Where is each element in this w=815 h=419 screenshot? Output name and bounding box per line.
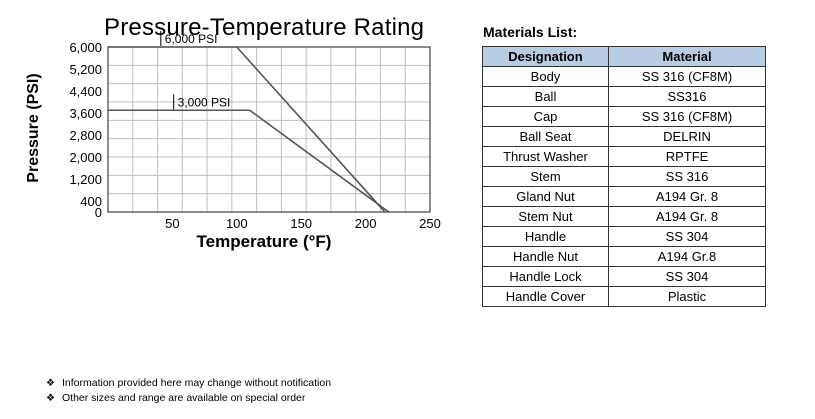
y-tick-label: 0: [95, 205, 102, 220]
y-tick-label: 3,600: [69, 106, 102, 121]
series-point: [387, 211, 390, 213]
table-row: Cap SS 316 (CF8M): [482, 106, 766, 127]
material-header: Material: [608, 46, 766, 67]
notes-list: ❖ Information provided here may change wi…: [46, 376, 331, 406]
designation-cell: Ball Seat: [482, 126, 609, 147]
materials-table: Designation Material Body SS 316 (CF8M) Ba…: [482, 46, 766, 307]
material-cell: A194 Gr.8: [608, 246, 766, 267]
y-tick-label: 2,800: [69, 128, 102, 143]
note-item: ❖ Information provided here may change wi…: [46, 376, 331, 391]
designation-cell: Handle Lock: [482, 266, 609, 287]
series-label: 6,000 PSI: [165, 32, 218, 46]
material-cell: RPTFE: [608, 146, 766, 167]
designation-cell: Handle Nut: [482, 246, 609, 267]
series-point: [236, 46, 238, 48]
table-row: Body SS 316 (CF8M): [482, 66, 766, 87]
designation-cell: Gland Nut: [482, 186, 609, 207]
table-row: Ball Seat DELRIN: [482, 126, 766, 147]
material-cell: SS 304: [608, 266, 766, 287]
designation-cell: Body: [482, 66, 609, 87]
designation-cell: Ball: [482, 86, 609, 107]
x-tick-label: 150: [290, 216, 312, 231]
table-row: Ball SS316: [482, 86, 766, 107]
y-tick-label: 6,000: [69, 40, 102, 55]
material-cell: SS 304: [608, 226, 766, 247]
x-tick-label: 250: [419, 216, 441, 231]
designation-cell: Handle Cover: [482, 286, 609, 307]
note-item: ❖ Other sizes and range are available on …: [46, 391, 331, 406]
materials-list-title: Materials List:: [483, 24, 578, 40]
material-cell: SS 316 (CF8M): [608, 66, 766, 87]
note-text: Other sizes and range are available on s…: [62, 392, 306, 404]
table-row: Gland Nut A194 Gr. 8: [482, 186, 766, 207]
material-cell: A194 Gr. 8: [608, 186, 766, 207]
y-tick-label: 4,400: [69, 84, 102, 99]
table-row: Thrust Washer RPTFE: [482, 146, 766, 167]
note-text: Information provided here may change wit…: [62, 377, 332, 389]
x-axis-label: Temperature (°F): [196, 232, 332, 251]
table-row: Handle Lock SS 304: [482, 266, 766, 287]
y-tick-label: 1,200: [69, 172, 102, 187]
table-row: Handle Cover Plastic: [482, 286, 766, 307]
y-tick-label: 5,200: [69, 62, 102, 77]
series-point: [107, 46, 109, 48]
diamond-bullet-icon: ❖: [46, 378, 55, 389]
material-cell: SS 316 (CF8M): [608, 106, 766, 127]
material-cell: A194 Gr. 8: [608, 206, 766, 227]
chart-title: Pressure-Temperature Rating: [104, 14, 425, 41]
y-tick-label: 2,000: [69, 150, 102, 165]
table-row: Stem SS 316: [482, 166, 766, 187]
table-row: Stem Nut A194 Gr. 8: [482, 206, 766, 227]
materials-header-row: Designation Material: [482, 46, 766, 67]
series-point: [248, 109, 251, 112]
designation-cell: Cap: [482, 106, 609, 127]
series-point: [107, 109, 109, 112]
material-cell: Plastic: [608, 286, 766, 307]
series-label: 3,000 PSI: [178, 95, 231, 109]
table-row: Handle Nut A194 Gr.8: [482, 246, 766, 267]
designation-header: Designation: [482, 46, 609, 67]
designation-cell: Stem: [482, 166, 609, 187]
material-cell: SS 316: [608, 166, 766, 187]
y-tick-label: 400: [80, 194, 102, 209]
x-tick-label: 50: [165, 216, 179, 231]
designation-cell: Thrust Washer: [482, 146, 609, 167]
designation-cell: Handle: [482, 226, 609, 247]
designation-cell: Stem Nut: [482, 206, 609, 227]
series-line: [108, 46, 386, 213]
series-point: [384, 211, 386, 213]
x-tick-label: 100: [226, 216, 248, 231]
diamond-bullet-icon: ❖: [46, 393, 55, 404]
material-cell: DELRIN: [608, 126, 766, 147]
series-line: [108, 109, 390, 213]
table-row: Handle SS 304: [482, 226, 766, 247]
material-cell: SS316: [608, 86, 766, 107]
x-tick-label: 200: [355, 216, 377, 231]
plot-frame: [107, 46, 431, 213]
